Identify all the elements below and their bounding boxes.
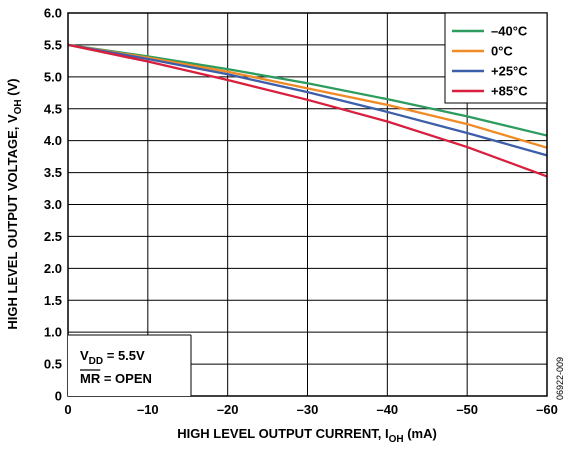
- legend: –40°C 0°C +25°C +85°C: [444, 12, 548, 104]
- series-line-0: [67, 43, 548, 137]
- series-line-2: [67, 43, 548, 157]
- y-tick-label: 5.5: [44, 37, 62, 52]
- y-tick-label: 1.0: [44, 325, 62, 340]
- y-tick-label: 1.5: [44, 293, 62, 308]
- y-tick-label: 5.0: [44, 69, 62, 84]
- y-tick-label: 2.5: [44, 229, 62, 244]
- x-tick-label: –10: [137, 402, 159, 417]
- y-axis-title: HIGH LEVEL OUTPUT VOLTAGE, VOH (V): [5, 78, 24, 329]
- x-tick-label: –20: [217, 402, 239, 417]
- x-tick-label: –30: [297, 402, 319, 417]
- x-tick-label: 0: [64, 402, 71, 417]
- figure-id: 06922-009: [555, 357, 565, 400]
- x-tick-label: –40: [376, 402, 398, 417]
- legend-label: –40°C: [491, 24, 528, 39]
- x-axis-title: HIGH LEVEL OUTPUT CURRENT, IOH (mA): [177, 426, 437, 445]
- y-tick-label: 4.0: [44, 133, 62, 148]
- series-line-3: [67, 43, 548, 178]
- x-tick-label: –50: [456, 402, 478, 417]
- plot-frame: [67, 12, 548, 397]
- y-tick-label: 3.0: [44, 197, 62, 212]
- series-line-1: [67, 43, 548, 149]
- y-tick-label: 3.5: [44, 165, 62, 180]
- y-axis-ticks: 0 0.5 1.0 1.5 2.0 2.5 3.0 3.5 4.0 4.5 5.0 5.5 6.0: [44, 6, 62, 404]
- y-tick-label: 0.5: [44, 357, 62, 372]
- y-tick-label: 0: [55, 389, 62, 404]
- x-axis-ticks: 0 –10 –20 –30 –40 –50 –60: [64, 402, 557, 417]
- y-tick-label: 6.0: [44, 6, 62, 21]
- y-tick-label: 4.5: [44, 101, 62, 116]
- x-tick-label: –60: [536, 402, 558, 417]
- y-tick-label: 2.0: [44, 261, 62, 276]
- legend-label: 0°C: [491, 44, 513, 59]
- legend-label: +85°C: [491, 84, 528, 99]
- conditions-annotation: VDD = 5.5V MR = OPEN: [68, 334, 192, 396]
- mr-condition: MR = OPEN: [80, 371, 152, 386]
- vdd-condition: VDD = 5.5V: [80, 348, 145, 367]
- legend-label: +25°C: [491, 64, 528, 79]
- curves: [67, 43, 548, 178]
